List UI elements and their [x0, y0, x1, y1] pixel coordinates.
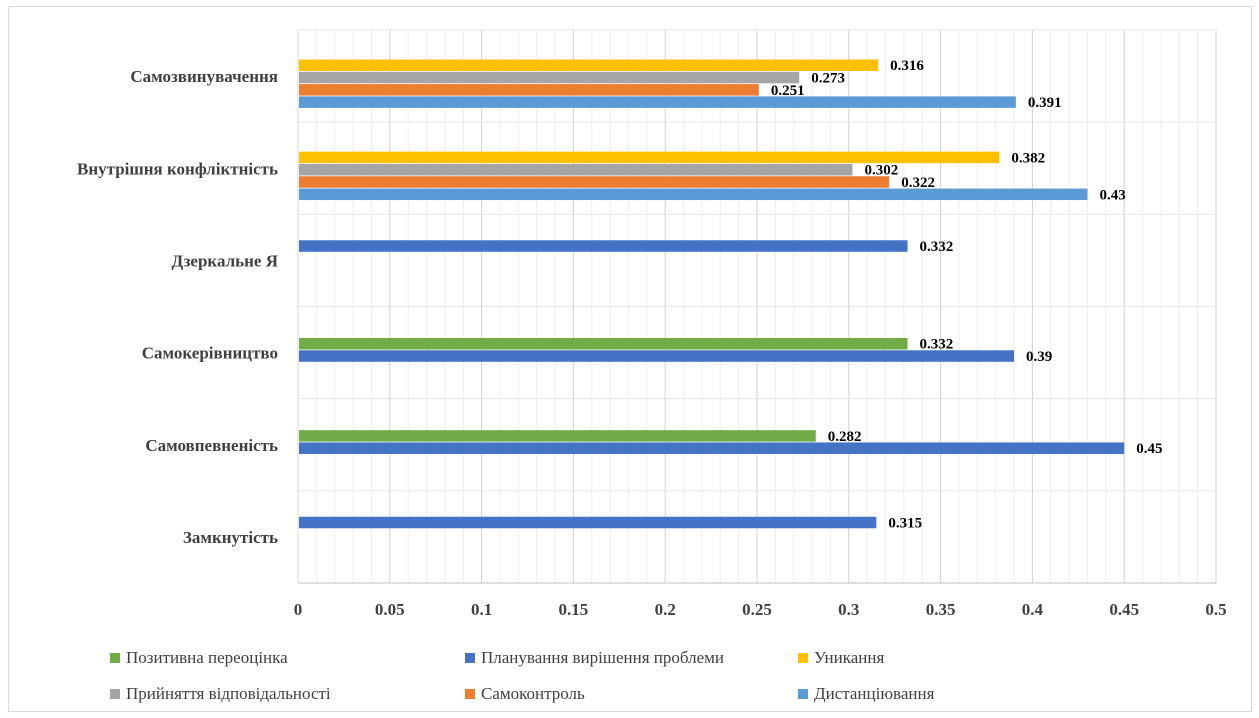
data-label: 0.39	[1026, 349, 1052, 365]
x-tick-label: 0.05	[375, 600, 405, 619]
data-label: 0.282	[828, 429, 862, 445]
data-label: 0.332	[920, 337, 954, 353]
bar	[299, 430, 816, 442]
data-label: 0.391	[1028, 95, 1062, 111]
legend-item: Уникання	[798, 648, 884, 668]
legend-swatch	[465, 689, 475, 699]
legend-item: Самоконтроль	[465, 684, 585, 704]
legend-swatch	[110, 689, 120, 699]
legend-item: Планування вирішення проблеми	[465, 648, 724, 668]
category-label: Самокерівництво	[142, 344, 278, 363]
bar	[299, 96, 1016, 108]
x-tick-label: 0.4	[1022, 600, 1044, 619]
legend-swatch	[798, 653, 808, 663]
bar	[299, 151, 1000, 164]
x-tick-label: 0.2	[655, 600, 676, 619]
bar	[299, 350, 1015, 362]
bar	[299, 240, 908, 252]
legend-label: Прийняття відповідальності	[126, 684, 331, 703]
x-tick-label: 0.25	[742, 600, 772, 619]
category-label: Самовпевненість	[145, 436, 278, 455]
legend-label: Уникання	[814, 648, 885, 667]
legend-item: Позитивна переоцінка	[110, 648, 288, 668]
legend-swatch	[465, 653, 475, 663]
legend-label: Дистанціювання	[814, 684, 935, 703]
bar-chart: 0 0.05 0.1 0.15 0.2 0.25 0.3 0.35 0.4 0.45 0.5 0.31…	[77, 29, 1227, 619]
bar	[299, 163, 853, 176]
category-label: Замкнутість	[183, 528, 278, 547]
legend-label: Позитивна переоцінка	[126, 648, 288, 667]
data-label: 0.315	[888, 516, 922, 532]
bar	[299, 84, 759, 96]
category-label: Внутрішня конфліктність	[77, 159, 278, 178]
bar	[299, 337, 908, 350]
bar	[299, 442, 1125, 454]
bar	[299, 516, 877, 529]
x-tick-label: 0.5	[1205, 600, 1226, 619]
data-label: 0.45	[1136, 441, 1162, 457]
data-label: 0.316	[890, 58, 924, 74]
data-label: 0.251	[771, 83, 805, 99]
data-label: 0.302	[864, 163, 898, 179]
x-tick-label: 0	[294, 600, 303, 619]
x-tick-label: 0.35	[926, 600, 956, 619]
legend-swatch	[110, 653, 120, 663]
legend-swatch	[798, 689, 808, 699]
bar	[299, 176, 890, 188]
bar	[299, 59, 879, 71]
x-tick-label: 0.45	[1109, 600, 1139, 619]
bar	[299, 71, 800, 84]
data-label: 0.273	[811, 71, 845, 87]
x-tick-label: 0.1	[471, 600, 492, 619]
category-label: Самозвинувачення	[130, 67, 278, 86]
legend-item: Прийняття відповідальності	[110, 684, 331, 704]
bar	[299, 188, 1088, 201]
legend-label: Планування вирішення проблеми	[481, 648, 724, 667]
category-label: Дзеркальне Я	[171, 251, 278, 270]
x-tick-label: 0.3	[838, 600, 859, 619]
x-tick-label: 0.15	[559, 600, 589, 619]
legend-item: Дистанціювання	[798, 684, 934, 704]
chart-frame	[8, 6, 1252, 712]
data-label: 0.43	[1099, 187, 1125, 203]
data-label: 0.322	[901, 175, 935, 191]
data-label: 0.332	[920, 239, 954, 255]
legend-label: Самоконтроль	[481, 684, 585, 703]
data-label: 0.382	[1011, 150, 1045, 166]
